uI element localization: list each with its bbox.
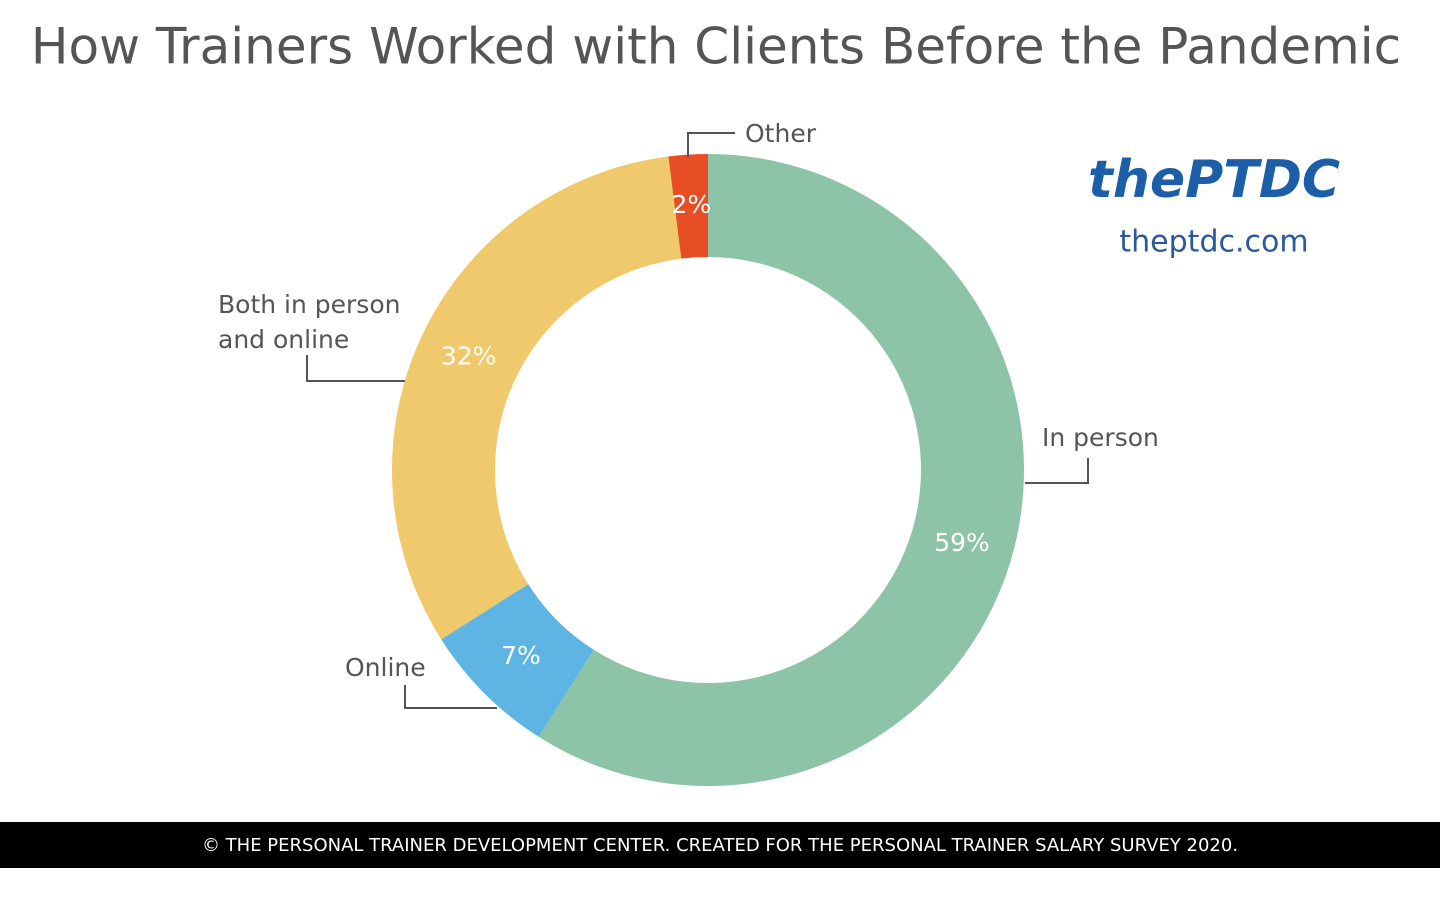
logo-url: theptdc.com: [1119, 225, 1308, 260]
category-label: Other: [745, 119, 816, 148]
chart-title: How Trainers Worked with Clients Before …: [31, 18, 1401, 76]
leader-line: [1025, 458, 1089, 484]
donut-slice: [391, 156, 682, 640]
donut-slice: [538, 154, 1024, 786]
value-label: 59%: [934, 528, 990, 557]
donut-slice: [668, 154, 708, 259]
category-label: In person: [1042, 423, 1159, 452]
leader-line: [306, 355, 405, 382]
value-label: 32%: [441, 341, 497, 370]
logo-mark: thePTDC: [1088, 150, 1340, 210]
category-label: Online: [345, 653, 426, 682]
donut-slice: [441, 584, 594, 737]
category-label: Both in person and online: [218, 290, 401, 354]
footer-text: © THE PERSONAL TRAINER DEVELOPMENT CENTE…: [202, 835, 1238, 856]
leader-line: [404, 685, 497, 709]
leader-line: [687, 132, 735, 157]
value-label: 2%: [672, 190, 712, 219]
value-label: 7%: [501, 641, 541, 670]
footer-bar: [0, 822, 1440, 868]
